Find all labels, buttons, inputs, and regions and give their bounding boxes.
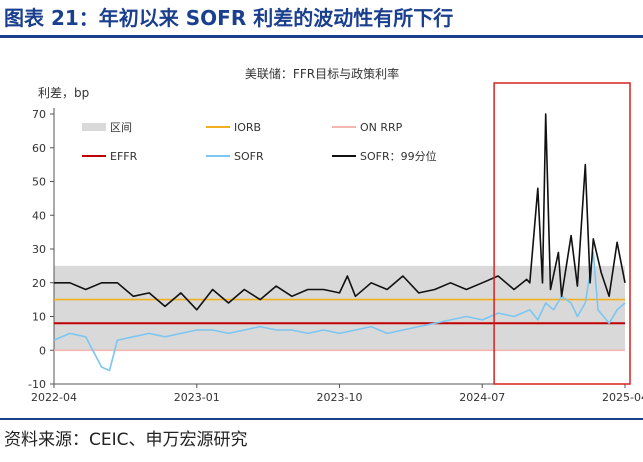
highlight-box xyxy=(493,82,631,385)
source-note: 资料来源：CEIC、申万宏源研究 xyxy=(4,430,248,450)
legend-label: SOFR：99分位 xyxy=(360,149,437,163)
series-sofr-99 xyxy=(54,113,626,311)
y-tick-label: 60 xyxy=(32,142,46,155)
y-tick-label: 70 xyxy=(32,108,46,121)
title-divider xyxy=(0,35,643,38)
legend: 区间 IORB ON RRP EFFR SOFR SOFR：99分位 xyxy=(82,121,437,163)
x-tick-label: 2022-04 xyxy=(31,391,77,404)
x-tick-label: 2025-04 xyxy=(602,391,643,404)
legend-label: 区间 xyxy=(110,121,132,134)
spread-chart: 美联储：FFR目标与政策利率 利差，bp -10 0 10 20 30 40 50 60 70 2… xyxy=(28,66,643,404)
axis-layer: -10 0 10 20 30 40 50 60 70 2022-04 2023-01 2023-10 2… xyxy=(28,108,643,404)
legend-swatch xyxy=(82,123,106,131)
footer-divider xyxy=(0,418,643,420)
legend-label: SOFR xyxy=(234,150,264,163)
chart-title: 美联储：FFR目标与政策利率 xyxy=(245,66,399,81)
y-axis-label: 利差，bp xyxy=(38,86,89,100)
y-tick-label: 50 xyxy=(32,176,46,189)
series-layer xyxy=(53,113,626,372)
page-title: 图表 21：年初以来 SOFR 利差的波动性有所下行 xyxy=(4,6,454,30)
series-sofr xyxy=(53,251,626,372)
y-tick-label: 0 xyxy=(39,344,46,357)
y-tick-label: 10 xyxy=(32,311,46,324)
x-tick-label: 2024-07 xyxy=(459,391,505,404)
y-tick-label: 40 xyxy=(32,209,46,222)
legend-label: IORB xyxy=(234,121,261,134)
legend-label: ON RRP xyxy=(360,121,403,134)
y-tick-label: 20 xyxy=(32,277,46,290)
highlight-layer xyxy=(493,82,631,385)
band-layer xyxy=(54,265,625,351)
x-tick-label: 2023-01 xyxy=(174,391,220,404)
legend-label: EFFR xyxy=(110,150,138,163)
x-tick-label: 2023-10 xyxy=(317,391,363,404)
band-area xyxy=(54,265,625,351)
y-tick-label: 30 xyxy=(32,243,46,256)
y-tick-label: -10 xyxy=(28,378,46,391)
